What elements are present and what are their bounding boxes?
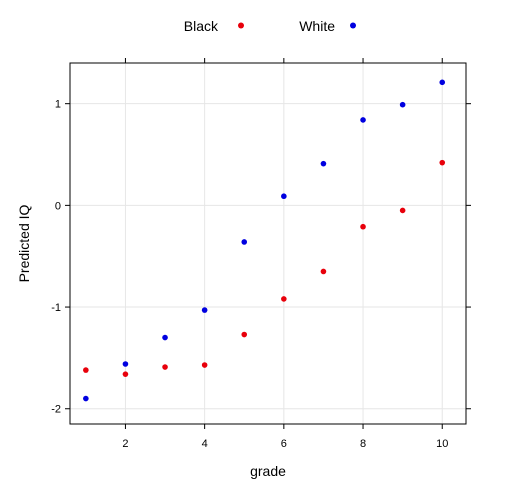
- data-point-white: [360, 117, 366, 123]
- x-tick-label: 6: [281, 438, 287, 450]
- data-point-black: [399, 207, 406, 214]
- legend-marker-white: [350, 22, 356, 29]
- x-tick-label: 4: [202, 438, 208, 450]
- grid-lines: [70, 63, 466, 424]
- series-black: [83, 159, 446, 377]
- data-point-black: [83, 367, 89, 373]
- data-point-white: [122, 361, 129, 367]
- data-point-white: [399, 101, 406, 108]
- data-point-black: [281, 296, 287, 302]
- data-point-black: [241, 331, 248, 338]
- y-axis-title: Predicted IQ: [16, 204, 32, 282]
- x-tick-label: 2: [122, 438, 128, 450]
- data-point-black: [162, 364, 168, 370]
- y-tick-label: 0: [55, 200, 61, 212]
- x-tick-label: 10: [436, 438, 448, 450]
- series-white: [83, 79, 446, 402]
- data-point-white: [83, 395, 89, 402]
- legend-item-black: Black: [184, 18, 244, 34]
- data-point-black: [201, 362, 208, 368]
- data-point-black: [439, 159, 446, 166]
- legend-item-white: White: [299, 18, 356, 34]
- legend-label: White: [299, 18, 335, 34]
- data-point-white: [439, 79, 446, 86]
- data-point-black: [122, 371, 129, 377]
- data-point-black: [360, 223, 366, 230]
- legend: Black White: [184, 18, 356, 34]
- data-point-white: [162, 334, 168, 341]
- y-tick-label: -1: [51, 302, 61, 314]
- legend-label: Black: [184, 18, 219, 34]
- data-points: [83, 79, 446, 402]
- data-point-white: [281, 193, 287, 200]
- axis-ticks: 2 4 6 8 10 -2 -1 0 1: [51, 58, 471, 450]
- x-tick-label: 8: [360, 438, 366, 450]
- y-tick-label: 1: [55, 99, 61, 111]
- y-tick-label: -2: [51, 404, 61, 416]
- x-axis-title: grade: [250, 463, 286, 479]
- legend-marker-black: [238, 22, 244, 29]
- data-point-white: [320, 160, 327, 167]
- data-point-white: [201, 307, 208, 313]
- data-point-black: [320, 268, 327, 275]
- data-point-white: [241, 239, 248, 245]
- plot-panel: [69, 62, 467, 425]
